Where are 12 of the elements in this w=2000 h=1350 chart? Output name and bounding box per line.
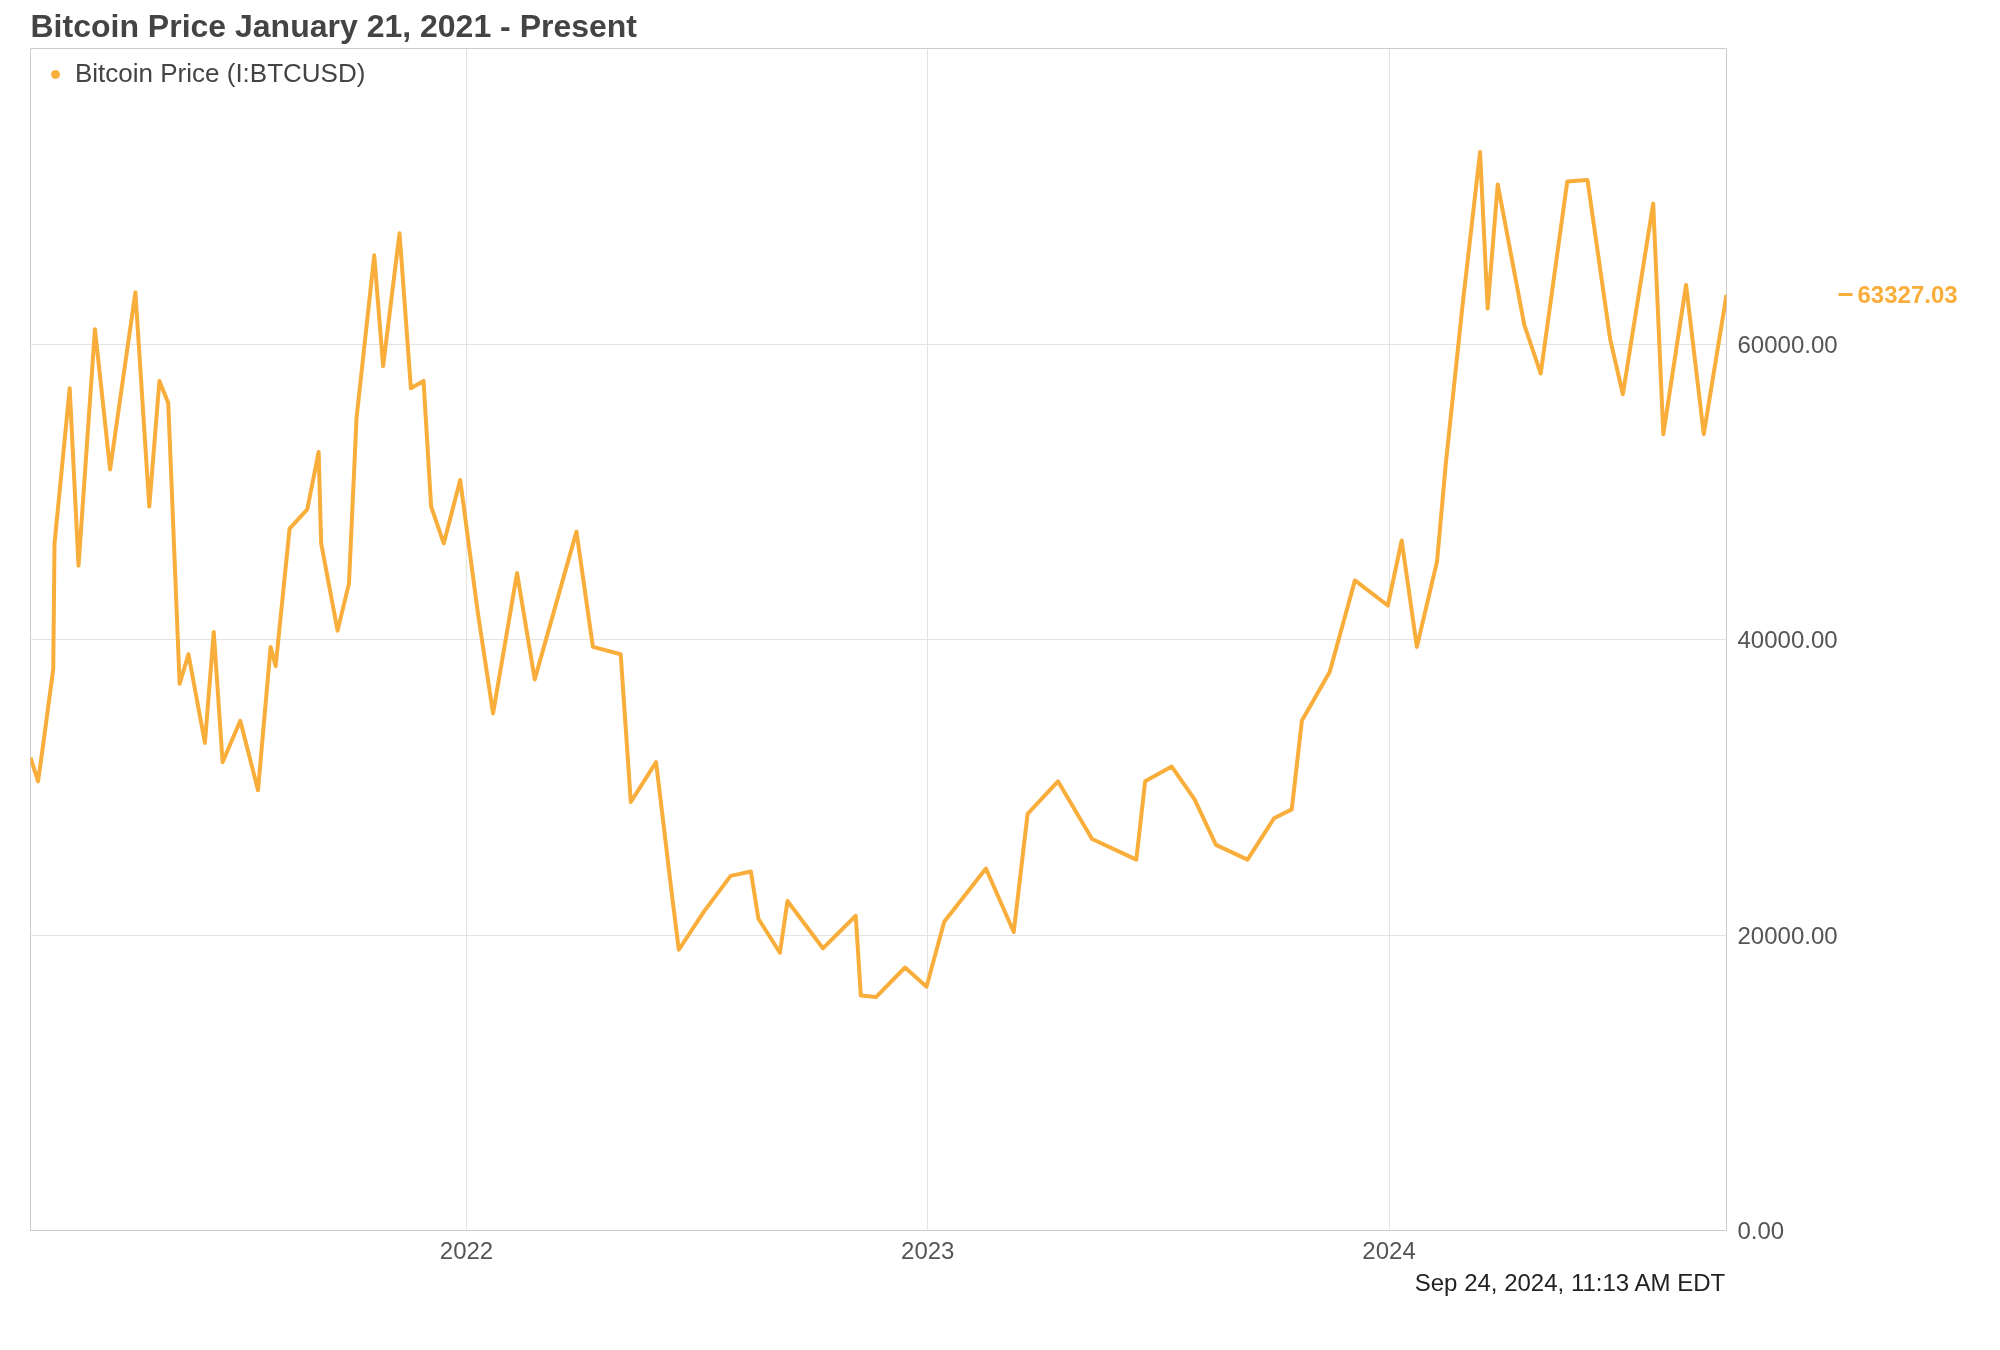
chart-title: Bitcoin Price January 21, 2021 - Present <box>30 7 638 44</box>
text: 63327.03 <box>1857 281 1958 309</box>
legend-label: Bitcoin Price (I:BTCUSD) <box>75 58 366 89</box>
y-tick-label: 0.00 <box>1737 1217 1785 1244</box>
text: Sep 24, 2024, 11:13 AM EDT <box>1414 1268 1726 1296</box>
y-tick-label: 60000.00 <box>1737 330 1838 358</box>
x-tick-label: 2023 <box>901 1236 955 1264</box>
x-tick-label: 2024 <box>1362 1236 1416 1264</box>
y-tick-label: 20000.00 <box>1737 921 1838 949</box>
x-tick-label: 2022 <box>439 1236 494 1264</box>
line-series <box>30 149 1727 1000</box>
y-tick-label: 40000.00 <box>1737 626 1838 653</box>
